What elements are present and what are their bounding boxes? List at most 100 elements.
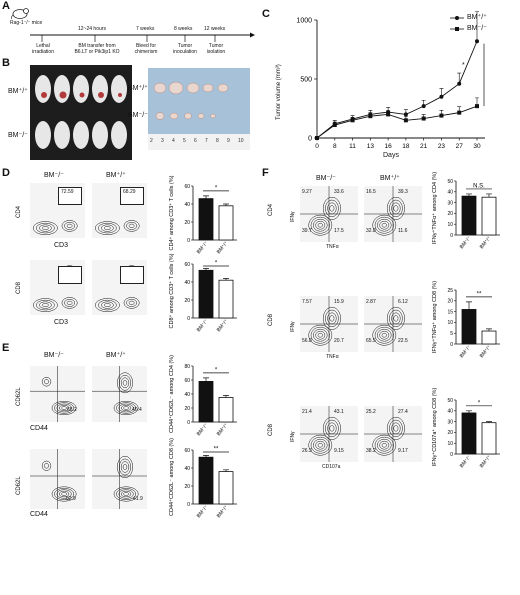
- tumor-xlabel: Days: [383, 152, 399, 159]
- quadrant-value: 38.2: [366, 448, 376, 454]
- e-flow-cd4-mm: 65.2: [30, 366, 85, 422]
- x-tick-label: 23: [438, 143, 446, 150]
- e-col-pp: BM⁺/⁺: [106, 352, 126, 359]
- panel-c-tumor-growth: Tumor volume (mm³) 0 500 1000 0 8 11 13 16 18 21 2…: [262, 0, 520, 165]
- f-flow-0-mm: 9.27 33.6 39.7 17.5: [300, 186, 358, 242]
- timeline-axis: [30, 32, 255, 42]
- mouse-strain: Rag-1⁻/⁻ mice: [10, 20, 43, 26]
- y-tick-label: 40: [184, 392, 190, 398]
- d-xlabel-1: CD3: [54, 242, 69, 249]
- y-tick-label: 10: [447, 441, 453, 447]
- bar-1: [218, 279, 234, 319]
- y-tick-label: 0: [450, 233, 453, 239]
- error-bar: [223, 203, 229, 206]
- y-tick-label: 500: [300, 77, 312, 84]
- quadrant-value: 39.3: [398, 189, 408, 195]
- photo-label-mm: BM⁻/⁻: [8, 132, 28, 139]
- y-tick-label: 50: [447, 179, 453, 185]
- x-tick-label: 21: [420, 143, 428, 150]
- data-point: [403, 118, 408, 123]
- bar-ylabel: CD44⁺CD62L⁻ among CD4 (%): [168, 355, 175, 433]
- y-tick-label: 60: [184, 262, 190, 268]
- tumor-dish-photo: [148, 68, 250, 150]
- x-tick-label: 27: [456, 143, 464, 150]
- data-point: [368, 114, 373, 119]
- y-tick-label: 60: [184, 378, 190, 384]
- d-flow-cd8-mm: [30, 260, 85, 315]
- quadrant-value: 21.4: [302, 409, 312, 415]
- bar-1: [218, 397, 234, 423]
- f-flow-1-pp: 2.87 6.12 65.5 22.5: [364, 296, 422, 352]
- contour-lines: [300, 296, 358, 352]
- gate: [58, 187, 82, 205]
- d-flow-cd8-pp: [92, 260, 147, 315]
- y-tick-label: 1000: [296, 18, 312, 25]
- quadrant-value: 33.6: [334, 189, 344, 195]
- bar-0: [198, 380, 214, 423]
- f-ylabel-1: IFNγ: [290, 321, 296, 332]
- legend-marker-pp: [450, 16, 464, 20]
- mice-photo: [30, 65, 132, 160]
- mouse-icon: [10, 8, 29, 20]
- y-tick-label: 20: [447, 299, 453, 305]
- f-row-label-0: CD4: [268, 203, 274, 216]
- x-tick-label: 16: [384, 143, 392, 150]
- y-tick-label: 0: [187, 502, 190, 508]
- bar-chart-svg: 0 20 40 60 BM⁻/⁻ BM⁺/⁺ * CD4⁺ among CD3⁺ T cell…: [168, 175, 237, 255]
- error-bar: [203, 455, 209, 458]
- panel-a-timeline: Rag-1⁻/⁻ mice 12~24 hours 7 weeks 8 week…: [0, 0, 260, 60]
- y-tick-label: 20: [184, 220, 190, 226]
- error-bar: [223, 469, 229, 472]
- d-xlabel-2: CD3: [54, 319, 69, 326]
- quadrant-value: 22.5: [398, 338, 408, 344]
- error-bar: [475, 11, 479, 42]
- gate-value: 68.29: [123, 189, 136, 195]
- contour-lines: [30, 366, 85, 422]
- flow-contours: [300, 186, 358, 242]
- flow-contours: [300, 296, 358, 352]
- x-tick-label: 0: [315, 143, 319, 150]
- data-point: [475, 104, 479, 109]
- y-tick-label: 10: [447, 222, 453, 228]
- significance-mark: *: [215, 261, 218, 267]
- gate-value: 41.9: [133, 496, 143, 502]
- y-tick-label: 80: [184, 364, 190, 370]
- bar-0: [198, 198, 214, 241]
- quadrant-value: 56.8: [302, 338, 312, 344]
- d-flow-cd4-mm: 72.59: [30, 183, 85, 238]
- bar-0: [461, 195, 477, 236]
- panel-label-b: B: [2, 57, 10, 69]
- contour-lines: [92, 449, 147, 509]
- contour-lines: [364, 406, 422, 462]
- event-tumor-isolation: Tumor isolation: [206, 43, 226, 55]
- bar-1: [218, 205, 234, 241]
- error-bar: [466, 301, 472, 310]
- error-bar: [203, 195, 209, 199]
- gate: [58, 266, 82, 284]
- y-tick-label: 40: [184, 466, 190, 472]
- dish-label-mm: BM⁻/⁻: [128, 112, 148, 119]
- quadrant-value: 65.5: [366, 338, 376, 344]
- y-tick-label: 0: [187, 238, 190, 244]
- category-label: BM⁺/⁺: [216, 422, 230, 437]
- error-bar: [466, 193, 472, 197]
- panel-label-e: E: [2, 342, 10, 354]
- photo-label-pp: BM⁺/⁺: [8, 88, 28, 95]
- legend-mm: BM⁻/⁻: [467, 25, 487, 32]
- gate: [120, 187, 144, 205]
- y-tick-label: 20: [184, 298, 190, 304]
- panel-label-c: C: [262, 8, 270, 20]
- bar-ylabel: CD8⁺ among CD3⁺ T cells (%): [168, 253, 175, 328]
- quadrant-value: 11.6: [398, 228, 408, 234]
- d-bar-cd4: 0 20 40 60 BM⁻/⁻ BM⁺/⁺ * CD4⁺ among CD3⁺ T cell…: [165, 175, 255, 260]
- f-xlabel-1: TNFα: [326, 354, 339, 360]
- quadrant-value: 39.7: [302, 228, 312, 234]
- tumor-growth-chart: 0 500 1000 0 8 11 13 16 18 21 23 27 30: [296, 11, 485, 150]
- contour-lines: [364, 296, 422, 352]
- significance-mark: *: [215, 185, 218, 191]
- bar-chart-svg: 0 10 20 30 40 50 BM⁻/⁻ BM⁺/⁺ N.S. IFNγ⁺TNFα⁺ amon…: [431, 172, 500, 250]
- category-label: BM⁻/⁻: [196, 422, 210, 437]
- category-label: BM⁺/⁺: [216, 318, 230, 333]
- data-point: [475, 39, 479, 44]
- f-flow-1-mm: 7.57 15.9 56.8 20.7: [300, 296, 358, 352]
